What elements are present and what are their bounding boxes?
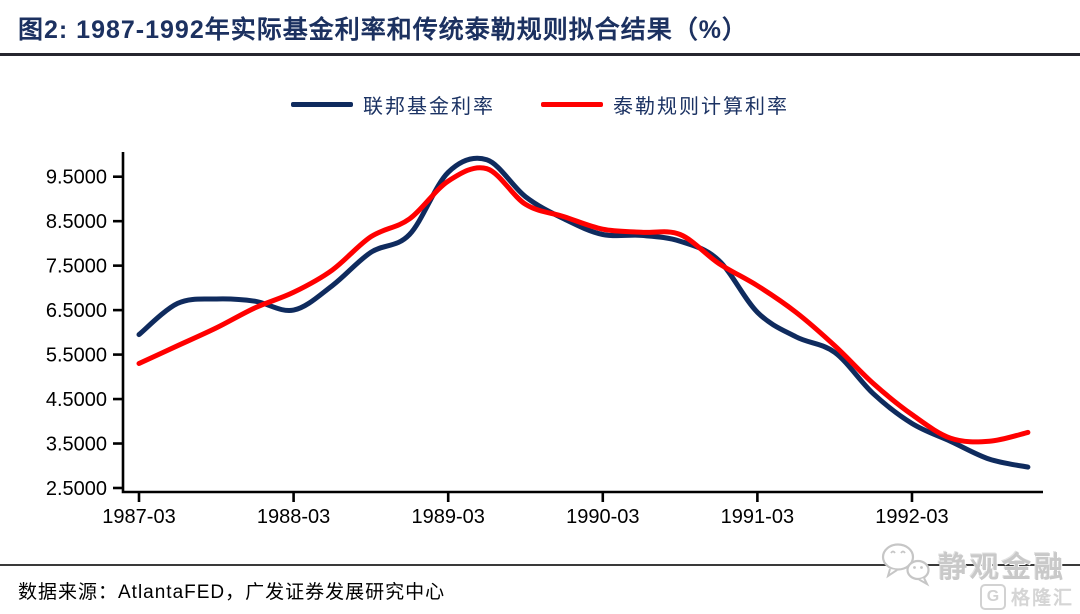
gelonghui-logo-text: 格隆汇 <box>1010 588 1074 609</box>
page-title: 图2: 1987-1992年实际基金利率和传统泰勒规则拟合结果（%） <box>18 16 748 44</box>
y-axis-tick-label: 5.5000 <box>46 345 107 367</box>
legend-swatch-taylor-rule-line <box>541 101 603 107</box>
legend-label: 泰勒规则计算利率 <box>613 95 789 118</box>
chart-legend: 联邦基金利率 泰勒规则计算利率 <box>0 90 1080 118</box>
y-axis-tick-label: 8.5000 <box>46 211 107 233</box>
x-axis-tick-label: 1988-03 <box>257 506 330 528</box>
chart-ticks <box>113 175 914 502</box>
y-axis-tick-label: 7.5000 <box>46 256 107 278</box>
x-axis-tick-label: 1987-03 <box>102 506 175 528</box>
x-axis-tick-label: 1991-03 <box>721 506 794 528</box>
x-axis-tick-label: 1992-03 <box>875 506 948 528</box>
legend-label: 联邦基金利率 <box>363 95 495 118</box>
title-separator <box>0 53 1080 56</box>
watermark-brand-text: 静观金融 <box>937 552 1066 584</box>
footer-separator <box>0 564 1080 566</box>
data-source-text: 数据来源：AtlantaFED，广发证券发展研究中心 <box>18 582 446 603</box>
chart-tick-labels: 9.5000 8.5000 7.5000 6.5000 5.5000 4.5000 3.50… <box>46 167 949 528</box>
legend-item-taylor-rule-line: 泰勒规则计算利率 <box>541 90 789 119</box>
taylor-rule-line <box>136 165 1031 445</box>
y-axis-tick-label: 6.5000 <box>46 300 107 322</box>
y-axis-tick-label: 2.5000 <box>46 478 107 500</box>
y-axis-tick-label: 4.5000 <box>46 389 107 411</box>
chart-axes <box>121 152 1043 494</box>
axis-line <box>121 152 1043 494</box>
watermark: 静观金融 <box>878 541 1066 589</box>
fed-funds-rate-line <box>136 155 1031 470</box>
legend-item-fed-funds-rate-line: 联邦基金利率 <box>291 90 495 119</box>
gelonghui-g-icon: G <box>979 583 1006 610</box>
y-axis-tick-label: 3.5000 <box>46 434 107 456</box>
legend-swatch-fed-funds-rate-line <box>291 101 353 107</box>
chart-series-lines <box>136 155 1031 470</box>
x-axis-tick-label: 1990-03 <box>566 506 639 528</box>
y-axis-tick-label: 9.5000 <box>46 167 107 189</box>
wechat-icon <box>881 543 930 587</box>
gelonghui-logo: G 格隆汇 <box>979 583 1074 610</box>
x-axis-tick-label: 1989-03 <box>411 506 484 528</box>
